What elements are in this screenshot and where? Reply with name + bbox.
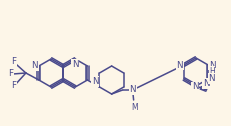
Text: N: N bbox=[176, 60, 183, 70]
Text: N: N bbox=[192, 82, 199, 91]
Text: M: M bbox=[131, 103, 138, 112]
Text: N: N bbox=[209, 60, 216, 70]
Text: N: N bbox=[92, 77, 98, 86]
Text: F: F bbox=[11, 82, 16, 90]
Text: N: N bbox=[208, 74, 215, 83]
Text: F: F bbox=[8, 70, 13, 78]
Text: N: N bbox=[72, 60, 79, 69]
Text: H: H bbox=[209, 67, 215, 76]
Text: N: N bbox=[31, 61, 38, 71]
Text: N: N bbox=[203, 79, 210, 88]
Text: N: N bbox=[129, 86, 136, 94]
Text: F: F bbox=[11, 57, 16, 67]
